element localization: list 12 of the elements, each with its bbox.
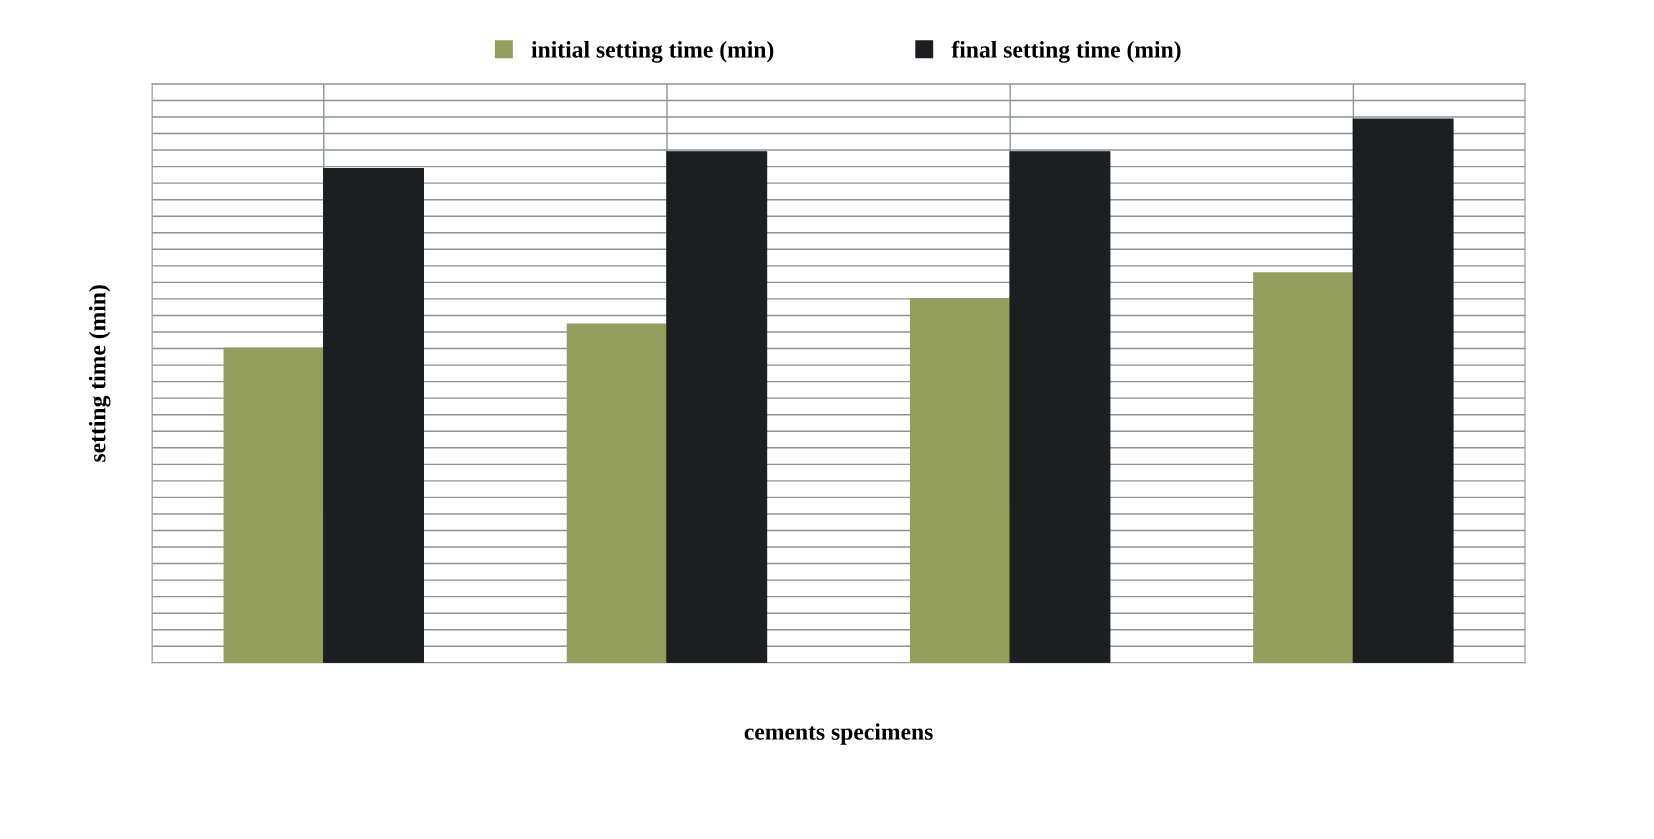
legend-label: initial setting time (min) — [531, 41, 774, 63]
bar — [1009, 151, 1111, 663]
y-axis-title: setting time (min) — [88, 285, 111, 462]
legend-label: final setting time (min) — [951, 40, 1181, 63]
bar — [223, 347, 325, 663]
bar — [1253, 272, 1355, 663]
bar — [323, 168, 424, 663]
x-axis-title: cements specimens — [744, 723, 933, 745]
bar — [566, 323, 668, 663]
bar — [1352, 118, 1454, 663]
bar — [909, 297, 1011, 663]
bar — [666, 151, 768, 663]
